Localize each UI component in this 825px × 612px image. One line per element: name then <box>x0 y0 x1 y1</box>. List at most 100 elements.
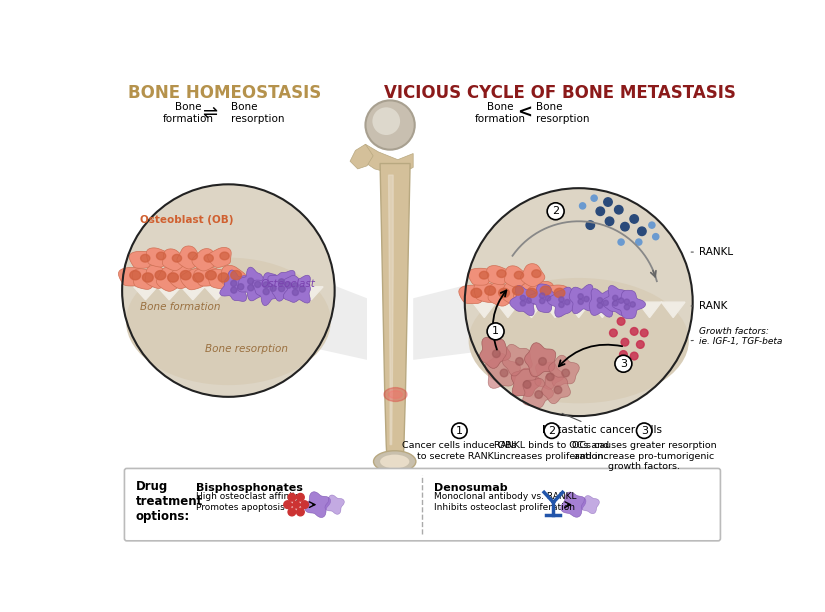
Text: RANKL binds to OCs and
increases proliferation.: RANKL binds to OCs and increases prolife… <box>494 441 610 461</box>
Polygon shape <box>350 144 373 169</box>
Polygon shape <box>502 345 532 376</box>
FancyBboxPatch shape <box>125 468 720 541</box>
Polygon shape <box>479 271 488 279</box>
Circle shape <box>278 279 285 285</box>
Polygon shape <box>208 269 233 289</box>
Polygon shape <box>487 266 511 285</box>
Text: Bone resorption: Bone resorption <box>205 344 288 354</box>
Polygon shape <box>504 266 528 288</box>
Circle shape <box>621 338 629 346</box>
Circle shape <box>263 288 269 295</box>
Polygon shape <box>548 287 579 317</box>
Polygon shape <box>497 270 506 277</box>
Polygon shape <box>168 265 194 289</box>
Circle shape <box>596 207 605 215</box>
Circle shape <box>535 390 543 398</box>
Circle shape <box>648 222 655 228</box>
Circle shape <box>523 381 531 389</box>
Circle shape <box>625 299 629 305</box>
Polygon shape <box>473 302 685 318</box>
Polygon shape <box>188 252 197 259</box>
Polygon shape <box>581 496 599 513</box>
Text: Drug
treatment
options:: Drug treatment options: <box>136 480 203 523</box>
Polygon shape <box>514 271 524 279</box>
Text: ⇌: ⇌ <box>202 103 218 121</box>
Circle shape <box>640 329 648 337</box>
Circle shape <box>284 501 291 509</box>
Polygon shape <box>145 265 170 288</box>
Polygon shape <box>501 280 528 304</box>
Circle shape <box>578 299 583 304</box>
Circle shape <box>248 278 254 284</box>
Polygon shape <box>181 268 205 289</box>
Circle shape <box>301 501 309 509</box>
Text: Bone
formation: Bone formation <box>163 102 214 124</box>
Text: RANK: RANK <box>691 301 727 311</box>
Circle shape <box>452 423 467 438</box>
Text: Osteoblast (OB): Osteoblast (OB) <box>140 215 233 225</box>
Circle shape <box>255 282 261 288</box>
Polygon shape <box>229 244 367 360</box>
Ellipse shape <box>389 390 403 398</box>
Circle shape <box>279 285 285 292</box>
Circle shape <box>293 501 299 508</box>
Polygon shape <box>325 495 344 514</box>
Text: OCs causes greater resorption
and increase pro-tumorigenic
growth factors.: OCs causes greater resorption and increa… <box>572 441 716 471</box>
Circle shape <box>559 302 564 307</box>
Circle shape <box>464 188 693 416</box>
Circle shape <box>292 283 299 289</box>
Ellipse shape <box>469 278 689 403</box>
Polygon shape <box>132 269 158 289</box>
Polygon shape <box>513 283 540 307</box>
Circle shape <box>263 282 269 288</box>
Text: <: < <box>517 103 532 121</box>
Polygon shape <box>134 287 323 300</box>
Ellipse shape <box>126 258 331 385</box>
Polygon shape <box>479 337 511 368</box>
Polygon shape <box>220 252 229 259</box>
Polygon shape <box>527 282 554 303</box>
Polygon shape <box>221 266 246 288</box>
Text: Monoclonal antibody vs. RANKL
Inhibits osteoclast proliferation: Monoclonal antibody vs. RANKL Inhibits o… <box>434 492 577 512</box>
Polygon shape <box>549 355 579 387</box>
Circle shape <box>613 295 618 300</box>
Polygon shape <box>146 248 170 267</box>
Polygon shape <box>561 492 586 517</box>
Circle shape <box>544 423 559 438</box>
Circle shape <box>653 234 659 240</box>
Ellipse shape <box>374 451 416 472</box>
Polygon shape <box>485 286 496 295</box>
Polygon shape <box>177 246 201 269</box>
Text: Osteoclast: Osteoclast <box>261 278 316 289</box>
Circle shape <box>617 318 625 325</box>
Circle shape <box>539 357 546 365</box>
Polygon shape <box>542 285 569 304</box>
Text: 3: 3 <box>620 359 627 368</box>
Polygon shape <box>474 282 501 302</box>
Circle shape <box>613 300 618 306</box>
Circle shape <box>603 300 608 305</box>
Circle shape <box>546 373 554 381</box>
Circle shape <box>637 423 652 438</box>
Text: 2: 2 <box>552 206 559 216</box>
Polygon shape <box>512 368 541 397</box>
Text: Bone
resorption: Bone resorption <box>536 102 590 124</box>
Polygon shape <box>540 286 551 295</box>
Circle shape <box>597 297 602 303</box>
Polygon shape <box>304 492 331 518</box>
Circle shape <box>615 355 632 372</box>
Circle shape <box>610 329 617 337</box>
Polygon shape <box>485 353 521 389</box>
Circle shape <box>591 195 597 201</box>
Polygon shape <box>157 267 182 291</box>
Circle shape <box>545 296 550 301</box>
Polygon shape <box>172 255 182 262</box>
Polygon shape <box>498 288 510 297</box>
Text: Bone
resorption: Bone resorption <box>231 102 284 124</box>
Circle shape <box>559 297 564 302</box>
Polygon shape <box>238 267 271 300</box>
Polygon shape <box>512 286 523 295</box>
Circle shape <box>638 227 646 236</box>
Circle shape <box>288 493 296 501</box>
Polygon shape <box>193 273 204 282</box>
